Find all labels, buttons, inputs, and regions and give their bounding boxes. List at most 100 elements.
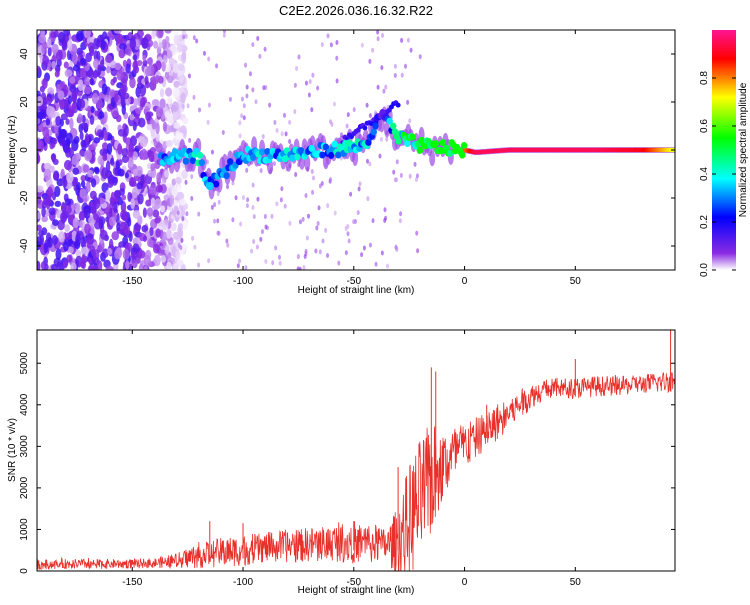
spectrogram-noise-point [117,168,125,177]
spectrogram-noise-point [128,142,134,153]
spectrogram-noise-point [142,59,148,67]
spectrogram-noise-point [54,123,59,134]
spectrogram-noise-point [116,69,124,81]
spectrogram-noise-point [85,52,92,63]
spectrogram-noise-point [275,128,279,134]
spectrogram-noise-point [137,117,146,128]
spectrogram-noise-point [146,238,154,248]
spectrogram-ridge-point [409,133,416,141]
spectrogram-ytick-label: -20 [19,190,30,205]
spectrogram-noise-point [172,109,178,122]
spectrogram-noise-point [335,55,339,61]
spectrogram-ridge-point [404,140,411,148]
spectrogram-ridge-point [294,153,301,161]
spectrogram-noise-point [52,158,59,165]
spectrogram-noise-point [368,113,372,119]
colorbar-gradient [712,30,736,270]
spectrogram-noise-point [143,265,149,270]
spectrogram-noise-point [47,87,55,95]
spectrogram-ridge-point [416,146,423,154]
spectrogram-noise-point [263,214,267,220]
spectrogram-noise-point [310,168,314,174]
spectrogram-noise-point [56,49,63,62]
spectrogram-noise-point [368,161,372,167]
spectrogram-noise-point [137,193,144,205]
snr-ytick-label: 2000 [19,476,30,499]
spectrogram-noise-point [43,242,49,254]
spectrogram-noise-point [151,98,160,106]
spectrogram-ridge-point [289,154,296,162]
spectrogram-noise-point [45,96,52,105]
spectrogram-noise-point [170,222,177,232]
spectrogram-noise-point [72,167,80,176]
spectrogram-noise-point [148,184,157,196]
spectrogram-noise-point [202,50,206,56]
spectrogram-noise-point [71,102,77,111]
spectrogram-noise-point [172,263,180,270]
spectrogram-noise-point [72,217,80,229]
spectrogram-noise-point [270,213,274,219]
spectrogram-noise-point [44,195,52,206]
spectrogram-noise-point [173,34,181,46]
spectrogram-noise-point [42,126,50,138]
spectrogram-noise-point [65,118,70,125]
spectrogram-noise-point [69,117,74,130]
spectrogram-noise-point [82,36,88,43]
spectrogram-noise-point [207,102,211,108]
spectrogram-halo-point [429,150,436,167]
spectrogram-noise-point [131,259,138,269]
spectrogram-noise-point [298,219,302,225]
spectrogram-noise-point [140,174,145,186]
spectrogram-noise-point [304,193,308,199]
spectrogram-noise-point [357,186,361,192]
spectrogram-noise-point [113,190,121,199]
spectrogram-noise-point [148,150,155,163]
spectrogram-noise-point [352,219,356,225]
spectrogram-noise-point [163,54,168,64]
spectrogram-noise-point [140,148,148,161]
spectrogram-ridge-point [439,139,447,147]
spectrogram-noise-point [141,224,149,233]
spectrogram-noise-point [296,254,300,260]
spectrogram-noise-point [63,145,71,154]
spectrogram-ridge-point [327,151,335,159]
spectrogram-noise-point [133,65,140,74]
spectrogram-outlier-point [205,182,214,190]
colorbar-tick-label: 0.4 [699,167,710,181]
spectrogram-noise-point [303,253,307,259]
spectrogram-noise-point [129,76,136,89]
spectrogram-streak-point [355,127,361,133]
spectrogram-noise-point [321,238,325,244]
spectrogram-ridge-point [432,140,439,148]
spectrogram-noise-point [395,246,399,252]
snr-xtick-label: -50 [347,577,362,588]
spectrogram-noise-point [127,217,132,227]
spectrogram-ridge-point [198,159,206,167]
spectrogram-noise-point [166,229,172,239]
spectrogram-noise-point [174,176,182,184]
spectrogram-noise-point [165,87,173,97]
spectrogram-noise-point [101,167,109,180]
spectrogram-noise-point [135,86,141,98]
spectrogram-noise-point [101,83,108,95]
spectrogram-noise-point [111,231,120,241]
snr-ytick-label: 0 [19,568,30,574]
spectrogram-noise-point [210,204,214,210]
spectrogram-ridge-point [386,117,393,125]
spectrogram-xtick-label: 50 [570,276,582,287]
spectrogram-noise-point [166,49,173,60]
spectrogram-ridge-point [196,151,204,159]
spectrogram-noise-point [117,143,123,155]
snr-ytick-label: 5000 [19,352,30,375]
spectrogram-noise-point [93,212,98,221]
spectrogram-noise-point [256,196,260,202]
spectrogram-noise-point [121,86,126,98]
spectrogram-noise-point [79,131,84,141]
spectrogram-noise-point [380,32,384,38]
spectrogram-noise-point [186,103,190,109]
spectrogram-noise-point [127,157,134,168]
spectrogram-noise-point [380,250,384,256]
spectrogram-streak-point [395,102,401,108]
spectrogram-noise-point [374,261,378,267]
colorbar-ticks: 0.0 0.2 0.4 0.6 0.8 [699,71,736,277]
